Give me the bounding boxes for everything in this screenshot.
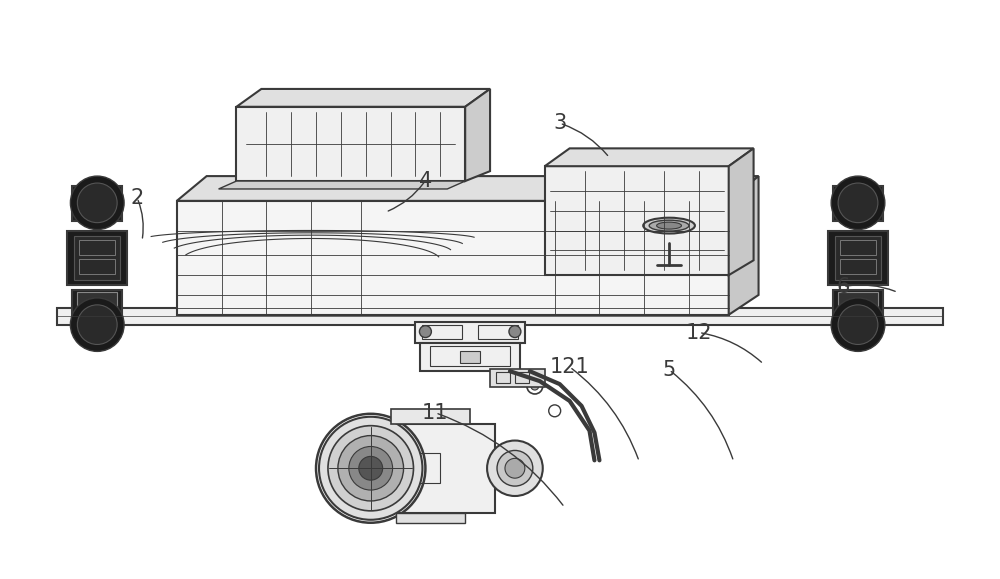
Circle shape — [77, 305, 117, 345]
Bar — [77, 292, 117, 323]
Text: 3: 3 — [553, 113, 566, 133]
Bar — [478, 325, 518, 339]
Circle shape — [505, 459, 525, 478]
Bar — [515, 372, 529, 383]
Bar — [833, 186, 883, 221]
Bar — [177, 201, 729, 315]
Bar — [72, 290, 122, 325]
Bar — [72, 186, 122, 221]
Bar — [835, 236, 881, 280]
Bar — [79, 240, 115, 255]
Bar — [374, 453, 404, 483]
Polygon shape — [219, 181, 465, 189]
Circle shape — [497, 450, 533, 486]
Bar — [840, 259, 876, 274]
Bar — [838, 188, 878, 219]
Circle shape — [831, 176, 885, 230]
Circle shape — [509, 325, 521, 338]
Circle shape — [70, 298, 124, 351]
Bar — [57, 308, 943, 325]
Circle shape — [349, 446, 393, 490]
Bar — [415, 322, 525, 343]
Bar — [833, 290, 883, 325]
Circle shape — [338, 435, 404, 501]
Bar — [490, 369, 545, 387]
Bar — [366, 424, 495, 513]
Bar — [838, 292, 878, 323]
Polygon shape — [236, 89, 490, 107]
Ellipse shape — [643, 218, 695, 233]
Text: 4: 4 — [419, 171, 432, 190]
Bar — [460, 351, 480, 363]
Polygon shape — [729, 148, 754, 275]
Bar — [420, 343, 520, 371]
Bar — [840, 240, 876, 255]
Circle shape — [831, 298, 885, 351]
Bar — [828, 230, 888, 285]
Circle shape — [531, 382, 539, 390]
Text: 11: 11 — [422, 403, 449, 423]
Circle shape — [838, 183, 878, 223]
Circle shape — [77, 183, 117, 223]
Bar — [422, 325, 462, 339]
Bar — [77, 188, 117, 219]
Polygon shape — [465, 89, 490, 181]
Bar — [411, 453, 440, 483]
Bar — [67, 230, 127, 285]
Polygon shape — [177, 176, 759, 201]
Bar — [79, 259, 115, 274]
Text: 12: 12 — [686, 323, 712, 343]
Circle shape — [419, 325, 431, 338]
Text: 121: 121 — [550, 357, 589, 377]
Polygon shape — [729, 176, 759, 315]
Circle shape — [328, 426, 413, 511]
Circle shape — [70, 176, 124, 230]
Bar — [391, 409, 470, 424]
Text: 6: 6 — [836, 277, 850, 296]
Bar — [496, 372, 510, 383]
Circle shape — [319, 417, 422, 520]
Bar — [236, 107, 465, 181]
Bar — [74, 236, 120, 280]
Ellipse shape — [657, 222, 681, 229]
Ellipse shape — [649, 220, 689, 231]
Circle shape — [838, 305, 878, 345]
Bar — [396, 513, 465, 523]
Text: 2: 2 — [130, 188, 144, 208]
Polygon shape — [545, 148, 754, 166]
Circle shape — [359, 456, 383, 480]
Bar — [545, 166, 729, 275]
Text: 5: 5 — [662, 360, 676, 380]
Circle shape — [487, 441, 543, 496]
Bar — [430, 346, 510, 367]
